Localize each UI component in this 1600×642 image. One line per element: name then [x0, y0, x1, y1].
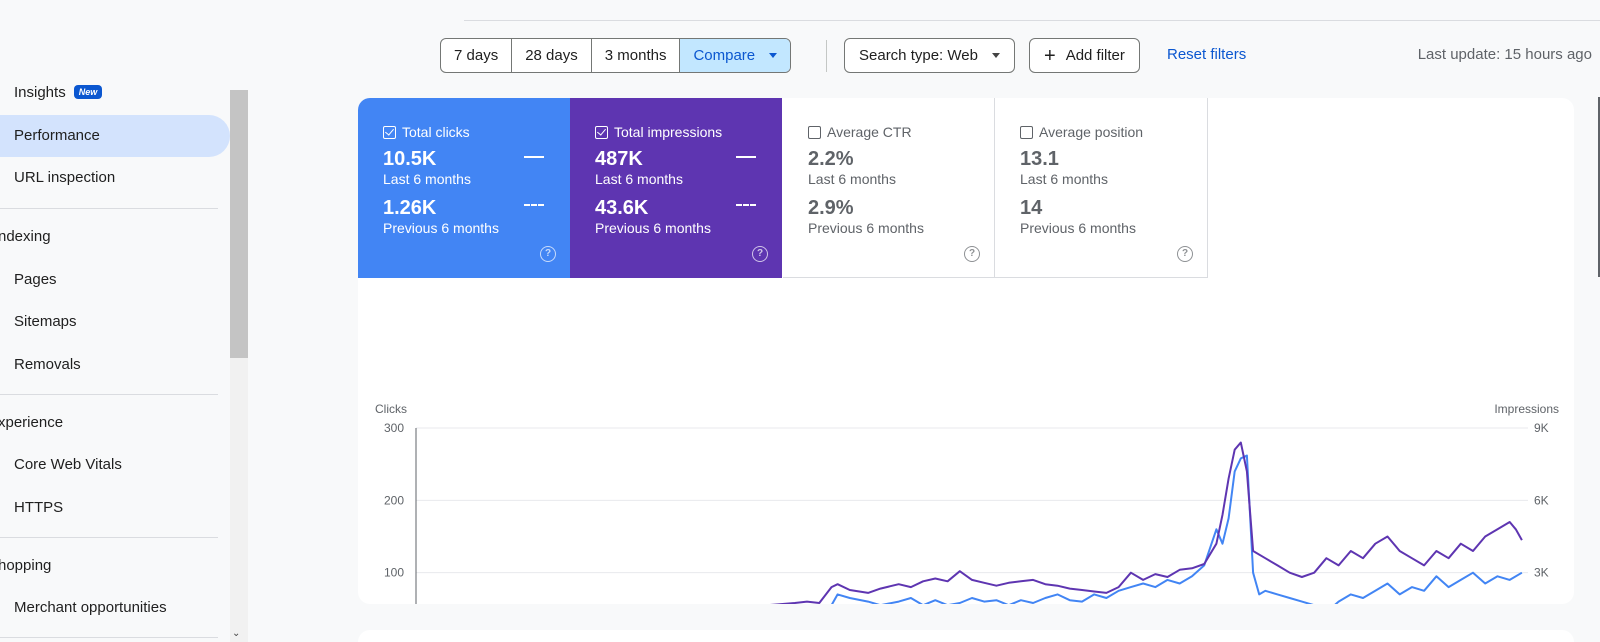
divider — [0, 394, 218, 395]
sidebar-item-removals[interactable]: Removals — [14, 356, 81, 373]
add-filter-label: Add filter — [1065, 47, 1125, 64]
sidebar-item-insights[interactable]: Insights New — [14, 84, 103, 101]
help-icon[interactable]: ? — [964, 246, 980, 262]
compare-button[interactable]: Compare — [680, 39, 791, 72]
metric-previous-value: 2.9% — [808, 197, 854, 219]
section-indexing[interactable]: ndexing — [0, 228, 51, 245]
y-axis-label-left: Clicks — [375, 402, 407, 416]
scroll-down-icon[interactable]: ⌄ — [232, 628, 241, 639]
section-experience[interactable]: xperience — [0, 414, 64, 431]
series-line-impressions-current — [769, 441, 1523, 604]
sidebar-item-pages[interactable]: Pages — [14, 271, 57, 288]
sidebar-item-https[interactable]: HTTPS — [14, 499, 64, 516]
plus-icon: + — [1044, 44, 1056, 67]
dashed-line-legend-icon — [524, 204, 544, 206]
metric-title: Average position — [1039, 124, 1144, 140]
last-update-text: Last update: 15 hours ago — [1417, 46, 1592, 63]
section-shopping[interactable]: hopping — [0, 557, 52, 574]
y-tick-label-left: 100 — [384, 566, 404, 580]
secondary-card — [358, 630, 1574, 642]
search-type-label: Search type: Web — [859, 47, 978, 64]
add-filter-button[interactable]: + Add filter — [1029, 38, 1140, 73]
metric-previous-label: Previous 6 months — [595, 220, 711, 236]
y-axis-label-right: Impressions — [1494, 402, 1559, 416]
metric-average-position[interactable]: Average position 13.1 Last 6 months 14 P… — [995, 98, 1208, 278]
metric-current-label: Last 6 months — [383, 171, 471, 187]
dashed-line-legend-icon — [736, 204, 756, 206]
sidebar-item-performance[interactable]: Performance — [0, 115, 230, 157]
solid-line-legend-icon — [524, 156, 544, 158]
metric-current-label: Last 6 months — [595, 171, 683, 187]
metric-current-label: Last 6 months — [808, 171, 896, 187]
checkbox-icon[interactable] — [595, 125, 608, 139]
checkbox-icon[interactable] — [808, 125, 821, 139]
divider — [0, 208, 218, 209]
divider — [0, 537, 218, 538]
compare-label: Compare — [693, 47, 756, 64]
sidebar-item-merchant-opportunities[interactable]: Merchant opportunities — [14, 599, 167, 616]
range-7-days[interactable]: 7 days — [441, 39, 513, 72]
toolbar-divider — [826, 40, 827, 72]
metric-title: Average CTR — [827, 124, 912, 140]
solid-line-legend-icon — [736, 156, 756, 158]
metric-current-value: 2.2% — [808, 148, 854, 170]
caret-down-icon — [769, 53, 778, 58]
checkbox-icon[interactable] — [383, 125, 396, 139]
metric-average-ctr[interactable]: Average CTR 2.2% Last 6 months 2.9% Prev… — [783, 98, 995, 278]
metric-previous-value: 1.26K — [383, 197, 437, 219]
panel-edge — [1598, 97, 1600, 277]
help-icon[interactable]: ? — [540, 246, 556, 262]
metric-total-impressions[interactable]: Total impressions 487K Last 6 months 43.… — [570, 98, 782, 278]
y-tick-label-right: 6K — [1534, 493, 1549, 507]
metric-previous-label: Previous 6 months — [808, 220, 924, 236]
sidebar-item-label: Insights — [14, 84, 66, 101]
metric-previous-label: Previous 6 months — [1020, 220, 1136, 236]
search-type-dropdown[interactable]: Search type: Web — [844, 38, 1015, 73]
sidebar-item-sitemaps[interactable]: Sitemaps — [14, 313, 77, 330]
help-icon[interactable]: ? — [1177, 246, 1193, 262]
help-icon[interactable]: ? — [752, 246, 768, 262]
divider — [0, 637, 218, 638]
performance-card: Total clicks 10.5K Last 6 months 1.26K P… — [358, 98, 1574, 604]
metric-current-value: 13.1 — [1020, 148, 1059, 170]
top-divider — [464, 20, 1600, 21]
performance-chart[interactable]: Clicks Impressions 001003K2006K3009K2040… — [358, 298, 1574, 604]
sidebar-item-url-inspection[interactable]: URL inspection — [14, 169, 116, 186]
sidebar: Insights New Performance URL inspection n… — [0, 0, 230, 642]
series-line-clicks-current — [831, 454, 1523, 604]
y-tick-label-right: 3K — [1534, 566, 1549, 580]
metric-current-value: 10.5K — [383, 148, 437, 170]
range-3-months[interactable]: 3 months — [592, 39, 681, 72]
checkbox-icon[interactable] — [1020, 125, 1033, 139]
y-tick-label-left: 200 — [384, 493, 404, 507]
metric-total-clicks[interactable]: Total clicks 10.5K Last 6 months 1.26K P… — [358, 98, 570, 278]
sidebar-scroll-thumb[interactable] — [230, 90, 248, 358]
date-range-selector: 7 days 28 days 3 months Compare — [440, 38, 792, 73]
y-tick-label-left: 300 — [384, 421, 404, 435]
metric-current-label: Last 6 months — [1020, 171, 1108, 187]
new-badge: New — [73, 85, 103, 99]
reset-filters-link[interactable]: Reset filters — [1167, 46, 1247, 63]
metric-previous-value: 14 — [1020, 197, 1043, 219]
metric-previous-value: 43.6K — [595, 197, 649, 219]
y-tick-label-right: 9K — [1534, 421, 1549, 435]
metric-title: Total impressions — [614, 124, 723, 140]
caret-down-icon — [991, 53, 1000, 58]
metric-previous-label: Previous 6 months — [383, 220, 499, 236]
range-28-days[interactable]: 28 days — [512, 39, 592, 72]
sidebar-item-core-web-vitals[interactable]: Core Web Vitals — [14, 456, 122, 473]
metric-current-value: 487K — [595, 148, 643, 170]
metric-title: Total clicks — [402, 124, 470, 140]
